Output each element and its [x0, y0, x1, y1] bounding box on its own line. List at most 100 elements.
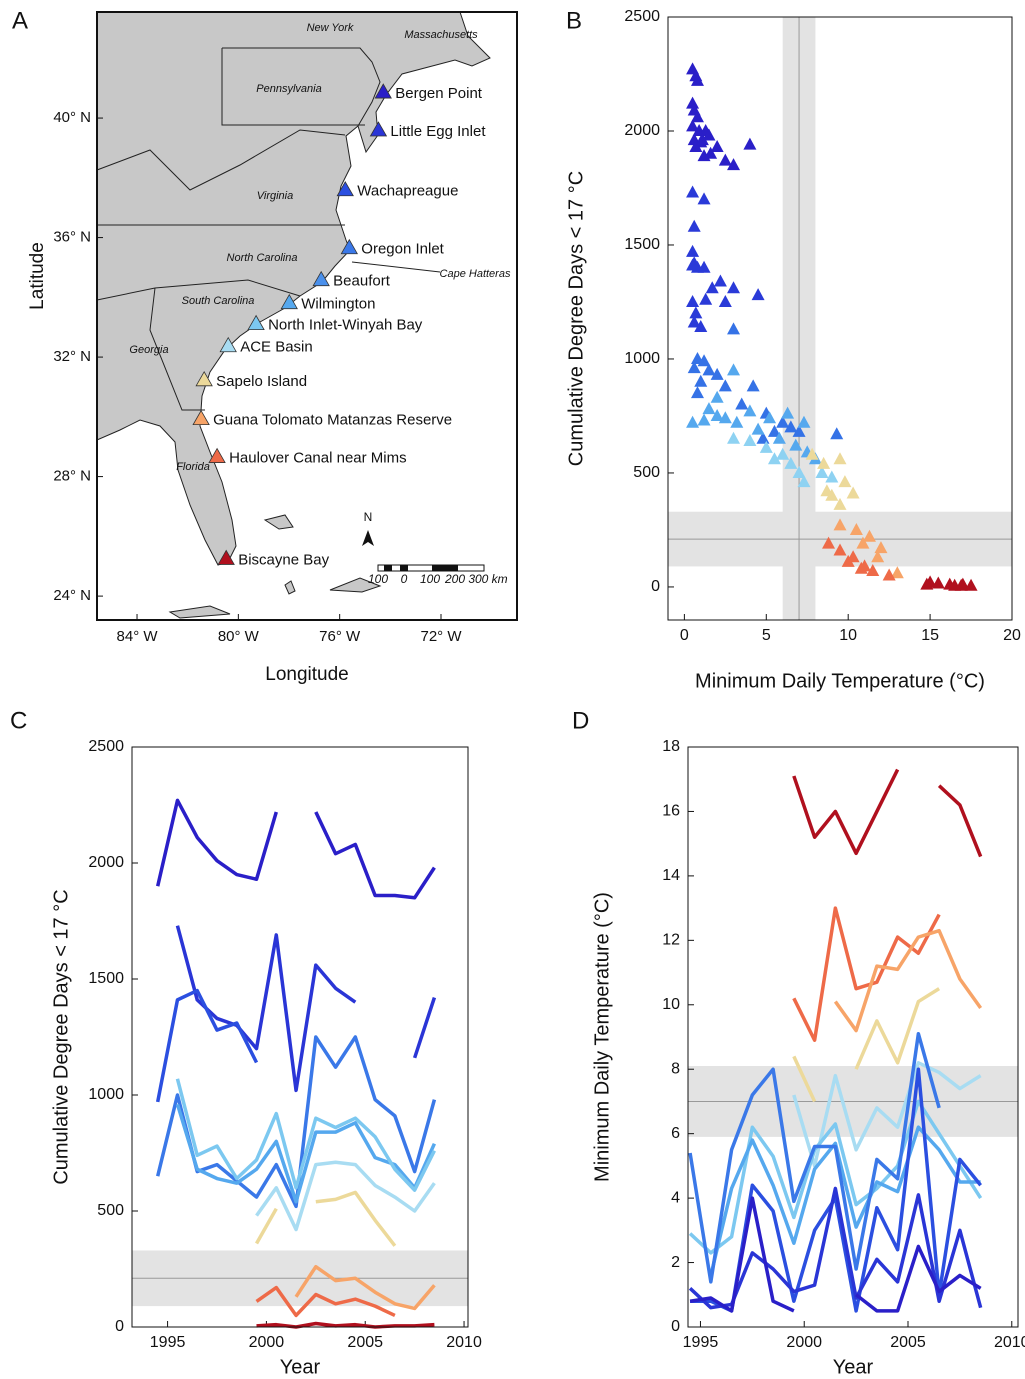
data-point [710, 390, 724, 403]
site-label: Little Egg Inlet [390, 123, 486, 140]
data-point [776, 415, 790, 428]
state-border [222, 47, 381, 127]
y-tick-label: 2000 [88, 854, 124, 871]
data-line [155, 1035, 437, 1209]
site-marker [280, 293, 298, 310]
data-point [792, 465, 806, 478]
data-point [704, 146, 718, 159]
data-point [697, 413, 711, 426]
data-point [690, 110, 704, 123]
data-point [759, 440, 773, 453]
y-tick-label: 1000 [624, 350, 660, 367]
data-line [254, 1190, 397, 1247]
data-point [784, 456, 798, 469]
site-marker [208, 447, 226, 463]
site-marker [195, 370, 213, 387]
data-point [856, 536, 870, 549]
data-point [686, 244, 700, 257]
data-line [792, 987, 941, 1103]
data-line [689, 1196, 982, 1313]
data-point [820, 484, 834, 497]
y-tick-label: 0 [671, 1318, 680, 1335]
data-line [792, 906, 941, 1042]
data-point [727, 281, 741, 294]
data-point [784, 420, 798, 433]
y-tick-label: 0 [115, 1318, 124, 1335]
y-tick-label: 2 [671, 1254, 680, 1271]
x-tick-label: 72° W [420, 628, 462, 645]
site-marker [247, 314, 265, 331]
leader-line [351, 261, 441, 273]
data-point [792, 424, 806, 437]
data-point [846, 486, 860, 499]
data-point [743, 434, 757, 447]
y-tick-label: 2500 [624, 8, 660, 25]
data-point [849, 522, 863, 535]
data-point [825, 470, 839, 483]
state-label: Cape Hatteras [440, 268, 511, 280]
site-label: Sapelo Island [216, 373, 307, 390]
data-point [862, 529, 876, 542]
data-point [710, 367, 724, 380]
site-label: Oregon Inlet [361, 241, 444, 258]
data-point [833, 452, 847, 465]
site-marker [340, 238, 358, 255]
data-point [689, 306, 703, 319]
data-point [756, 431, 770, 444]
y-tick-label: 0 [651, 578, 660, 595]
data-point [772, 431, 786, 444]
data-point [694, 374, 708, 387]
data-point [710, 139, 724, 152]
data-line [833, 928, 983, 1033]
data-point [833, 518, 847, 531]
x-tick-label: 0 [680, 627, 689, 644]
data-point [890, 566, 904, 579]
data-point [751, 422, 765, 435]
state-label: Massachusetts [404, 29, 478, 41]
scale-bar [432, 565, 458, 571]
site-label: Beaufort [333, 273, 391, 290]
data-point [710, 408, 724, 421]
panel-label: C [10, 707, 27, 734]
data-point [931, 576, 945, 589]
y-tick-label: 1000 [88, 1086, 124, 1103]
y-tick-label: 16 [662, 803, 680, 820]
y-tick-label: 6 [671, 1125, 680, 1142]
state-label: New York [307, 22, 354, 34]
y-tick-label: 8 [671, 1060, 680, 1077]
data-point [763, 411, 777, 424]
data-point [686, 415, 700, 428]
x-axis-label: Year [833, 1356, 874, 1378]
data-point [735, 397, 749, 410]
data-point [964, 578, 978, 591]
x-tick-label: 2000 [249, 1334, 285, 1351]
data-point [767, 452, 781, 465]
data-point [699, 292, 713, 305]
x-axis-label: Longitude [265, 664, 348, 685]
data-line [255, 1285, 396, 1318]
x-tick-label: 15 [921, 627, 939, 644]
data-point [718, 294, 732, 307]
y-axis-label: Latitude [27, 242, 48, 310]
site-marker [336, 180, 354, 197]
data-point [727, 158, 741, 171]
data-point [686, 185, 700, 198]
data-point [689, 139, 703, 152]
data-point [920, 577, 934, 590]
data-point [776, 447, 790, 460]
data-point [687, 219, 701, 232]
data-point [713, 274, 727, 287]
data-point [697, 260, 711, 273]
y-tick-label: 1500 [88, 970, 124, 987]
x-tick-label: 2010 [446, 1334, 482, 1351]
y-tick-label: 12 [662, 932, 680, 949]
data-point [690, 386, 704, 399]
scale-label: 200 [444, 572, 465, 586]
y-tick-label: 2000 [624, 122, 660, 139]
data-point [817, 456, 831, 469]
data-point [702, 402, 716, 415]
x-tick-label: 1995 [683, 1334, 719, 1351]
y-axis-label: Minimum Daily Temperature (°C) [591, 892, 613, 1182]
data-point [871, 550, 885, 563]
